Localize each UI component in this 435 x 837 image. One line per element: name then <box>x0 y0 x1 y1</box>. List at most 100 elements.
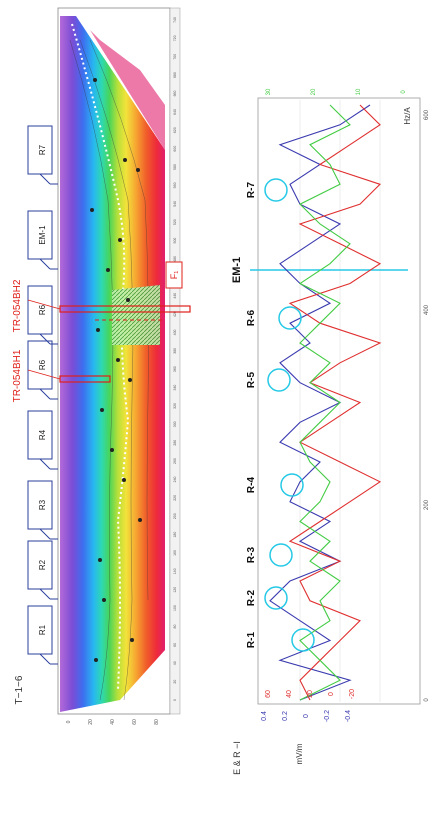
profile-tick-label: 240 <box>173 476 177 482</box>
marker-label: R-1 <box>246 632 257 649</box>
marker-label: R-7 <box>246 182 257 199</box>
resistivity-markers: R-1 R-2 R-3 R-4 R-5 R-6 R-7 <box>246 178 315 652</box>
profile-box: R7 <box>27 125 58 185</box>
graph-left-axis-label: E & R −I <box>232 741 242 775</box>
profile-box: R4 <box>27 410 58 470</box>
profile-box: R3 <box>27 480 58 540</box>
profile-tick-label: 360 <box>173 366 177 372</box>
profile-tick-label: 680 <box>173 72 177 78</box>
fault-label-box <box>165 261 183 289</box>
profile-tick-label: 260 <box>173 458 177 464</box>
marker: R-5 <box>246 368 291 392</box>
series-red-line <box>288 104 382 701</box>
profile-box-label: R7 <box>38 144 47 155</box>
right-tick-label: 0 <box>401 90 407 94</box>
profile-tick-label: 640 <box>173 109 177 115</box>
profile-box-label: EM-1 <box>38 225 47 245</box>
marker-label: R-5 <box>246 372 257 389</box>
profile-box-label: R4 <box>38 429 47 440</box>
profile-tick-label: 740 <box>173 17 177 23</box>
profile-tick-label: 180 <box>173 532 177 538</box>
graph-frame <box>257 97 421 705</box>
bottom-tick-label: 200 <box>424 499 430 510</box>
profile-tick-label: 160 <box>173 550 177 556</box>
profile-tick-label: 140 <box>173 568 177 574</box>
profile-tick-label: 320 <box>173 403 177 409</box>
marker: R-3 <box>246 543 293 567</box>
profile-tick-label: 80 <box>173 624 177 628</box>
profile-box-label: R3 <box>38 499 47 510</box>
profile-boxes: R1 R2 R3 R4 R6 R6 EM-1 R7 <box>27 125 58 665</box>
profile-tick-label: 200 <box>173 513 177 519</box>
profile-box-label: R6 <box>38 359 47 370</box>
right-tick-label: 10 <box>356 88 362 95</box>
profile-box: R2 <box>27 540 58 600</box>
profile-box-label: R1 <box>38 624 47 635</box>
left-tick-label: -0.4 <box>345 710 352 722</box>
bottom-tick-label: 600 <box>424 109 430 120</box>
resistivity-image <box>60 16 165 712</box>
depth-axis-strip <box>169 7 181 715</box>
left-tick-label: -0.2 <box>324 710 331 722</box>
depth-tick-label: 40 <box>110 719 116 725</box>
profile-axis: 0 20 40 60 80 100 120 140 160 180 200 220 240 260 280 3… <box>173 17 177 701</box>
borehole-label-bh1: TR-054BH1 <box>12 349 23 402</box>
section-label: T−1−6 <box>14 675 25 704</box>
profile-tick-label: 520 <box>173 219 177 225</box>
profile-box: R6 <box>27 340 58 400</box>
marker-label: R-2 <box>246 590 257 607</box>
profile-box-label: R2 <box>38 559 47 570</box>
bottom-tick-label: 0 <box>424 698 430 702</box>
graph-right-axis-label: Hz/A <box>403 107 412 125</box>
left-tick-label-red: 0 <box>328 692 335 696</box>
resistivity-section: 0204060801001201401601802002202402602803… <box>57 7 181 725</box>
profile-tick-label: 720 <box>173 35 177 41</box>
profile-tick-label: 560 <box>173 182 177 188</box>
profile-tick-label: 100 <box>173 605 177 611</box>
marker: R-7 <box>246 178 288 202</box>
depth-tick-label: 0 <box>66 720 72 723</box>
left-tick-label-red: -20 <box>349 689 356 699</box>
profile-box: R1 <box>27 605 58 665</box>
left-tick-label-red: 20 <box>307 690 314 698</box>
profile-tick-label: 480 <box>173 256 177 262</box>
profile-tick-label: 400 <box>173 329 177 335</box>
profile-tick-label: 660 <box>173 91 177 97</box>
profile-tick-label: 20 <box>173 680 177 684</box>
profile-tick-label: 340 <box>173 385 177 391</box>
profile-tick-label: 120 <box>173 587 177 593</box>
depth-tick-label: 80 <box>154 719 160 725</box>
profile-tick-label: 580 <box>173 164 177 170</box>
fault-zone <box>112 285 160 345</box>
profile-box-label: R6 <box>38 304 47 315</box>
profile-tick-label: 620 <box>173 127 177 133</box>
right-tick-label: 30 <box>266 88 272 95</box>
marker: R-1 <box>246 628 315 652</box>
profile-tick-label: 220 <box>173 495 177 501</box>
profile-tick-label: 0 <box>173 699 177 701</box>
bottom-axis-ticks: 0 200 400 600 <box>424 109 430 701</box>
right-axis-ticks: 30 20 10 0 <box>266 88 407 95</box>
profile-tick-label: 300 <box>173 421 177 427</box>
marker-label: R-6 <box>246 310 257 327</box>
profile-box: EM-1 <box>27 210 58 270</box>
profile-tick-label: 600 <box>173 146 177 152</box>
profile-tick-label: 500 <box>173 238 177 244</box>
bottom-tick-label: 400 <box>424 304 430 315</box>
em-graph: R-1 R-2 R-3 R-4 R-5 R-6 R-7 0.4 0.2 0 -0.2 -0.4 60 4… <box>246 88 430 722</box>
profile-tick-label: 540 <box>173 201 177 207</box>
em-marker-label: EM-1 <box>231 257 243 283</box>
profile-tick-label: 40 <box>173 661 177 665</box>
graph-left-axis-label2: mV/m <box>295 743 304 764</box>
profile-tick-label: 440 <box>173 293 177 299</box>
depth-tick-label: 60 <box>132 719 138 725</box>
right-tick-label: 20 <box>311 88 317 95</box>
measurement-points <box>90 78 142 662</box>
profile-tick-label: 700 <box>173 54 177 60</box>
marker-label: R-3 <box>246 547 257 564</box>
marker: R-2 <box>246 586 288 610</box>
fault-label: F₁ <box>169 271 179 280</box>
marker: R-6 <box>246 306 302 330</box>
borehole-label-bh2: TR-054BH2 <box>12 279 23 332</box>
